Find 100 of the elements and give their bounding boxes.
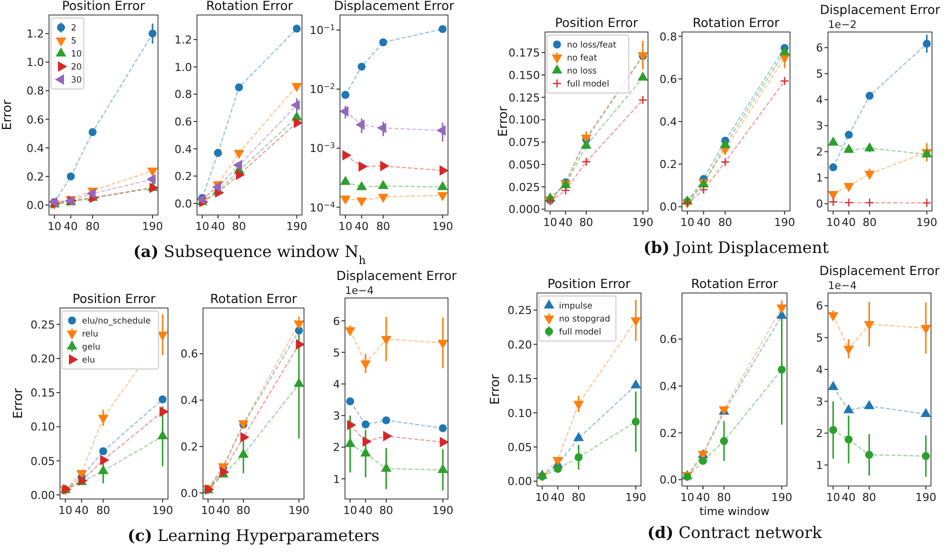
legend-label: 20 bbox=[71, 62, 82, 72]
x-tick-label: 40 bbox=[842, 216, 856, 229]
chart-title: Position Error bbox=[72, 291, 156, 306]
x-tick-label: 190 bbox=[632, 216, 654, 229]
y-tick-label: 1 bbox=[816, 458, 823, 472]
y-tick-label: 3 bbox=[816, 120, 823, 133]
y-tick-label: 0.25 bbox=[30, 318, 55, 332]
x-axis-title: time window bbox=[699, 505, 770, 518]
legend-label: relu bbox=[82, 330, 98, 340]
y-tick-label: 6 bbox=[816, 300, 823, 313]
y-tick-label: 0.075 bbox=[508, 136, 540, 150]
chart-title: Position Error bbox=[62, 0, 146, 13]
x-tick-label: 10 bbox=[543, 216, 558, 229]
x-tick-label: 80 bbox=[579, 216, 594, 229]
x-tick-label: 40 bbox=[74, 504, 89, 517]
y-tick-label: 0.8 bbox=[660, 30, 677, 44]
x-tick-label: 10 bbox=[343, 504, 358, 517]
y-tick-label: 6 bbox=[816, 42, 823, 55]
y-tick-label: 0.6 bbox=[26, 113, 44, 126]
y-tick-label: 0.025 bbox=[508, 180, 540, 194]
y-tick-label: 0.15 bbox=[508, 372, 532, 386]
x-tick-label: 190 bbox=[288, 504, 310, 517]
chart-title: Rotation Error bbox=[692, 15, 780, 30]
y-tick-label: 10$^{−1}$ bbox=[310, 22, 336, 38]
text: (d) Contract network bbox=[647, 523, 822, 542]
legend-label: 10 bbox=[71, 50, 82, 60]
legend-label: no loss bbox=[567, 66, 598, 76]
y-tick-label: 0 bbox=[816, 198, 823, 211]
y-tick-label: 0.10 bbox=[508, 406, 532, 420]
x-tick-label: 10 bbox=[826, 216, 840, 229]
x-tick-label: 190 bbox=[142, 220, 164, 233]
x-tick-label: 80 bbox=[376, 220, 390, 233]
x-tick-label: 80 bbox=[718, 216, 732, 229]
legend-label: no loss/feat bbox=[567, 40, 618, 50]
y-tick-label: 0.4 bbox=[180, 394, 198, 408]
x-tick-label: 10 bbox=[680, 216, 694, 229]
legend-label: elu bbox=[82, 356, 95, 366]
y-tick-label: 0.20 bbox=[508, 338, 532, 352]
x-tick-label: 190 bbox=[625, 491, 646, 504]
x-tick-label: 190 bbox=[916, 216, 938, 229]
chart-title: Position Error bbox=[554, 15, 639, 30]
text: (a) Subsequence window N$_{h}$ bbox=[133, 242, 366, 266]
y-tick-label: 1.0 bbox=[174, 60, 192, 74]
legend-label: no stopgrad bbox=[559, 314, 610, 324]
chart-title: Rotation Error bbox=[206, 0, 294, 13]
y-tick-label: 0.15 bbox=[30, 386, 55, 400]
y-tick-label: 4 bbox=[333, 378, 340, 391]
text: (b) Joint Displacement bbox=[643, 238, 830, 257]
legend-label: impulse bbox=[559, 302, 592, 312]
x-tick-label: 190 bbox=[774, 216, 796, 229]
x-tick-label: 40 bbox=[696, 491, 710, 504]
x-tick-label: 40 bbox=[550, 491, 565, 504]
x-tick-label: 10 bbox=[58, 504, 72, 517]
chart-title: Position Error bbox=[547, 276, 632, 291]
x-tick-label: 80 bbox=[717, 491, 731, 504]
x-tick-label: 10 bbox=[338, 220, 352, 233]
y-tick-label: 0.6 bbox=[174, 115, 192, 128]
y-tick-label: 0.150 bbox=[508, 68, 540, 82]
x-tick-label: 80 bbox=[862, 491, 876, 504]
x-tick-label: 10 bbox=[201, 504, 216, 517]
y-tick-label: 6 bbox=[333, 314, 340, 328]
x-tick-label: 40 bbox=[358, 504, 373, 517]
y-tick-label: 0.6 bbox=[180, 348, 198, 361]
text: 1e−4 bbox=[345, 285, 374, 297]
y-tick-label: 4 bbox=[816, 363, 823, 376]
text: 1e−2 bbox=[828, 19, 857, 31]
y-tick-label: 0.2 bbox=[660, 426, 677, 440]
y-tick-label: 0.0 bbox=[174, 197, 192, 210]
x-tick-label: 10 bbox=[680, 491, 694, 504]
x-tick-label: 190 bbox=[286, 220, 308, 233]
chart-title: Rotation Error bbox=[210, 291, 298, 306]
y-tick-label: 0.2 bbox=[174, 170, 192, 184]
y-tick-label: 0.0 bbox=[180, 486, 198, 500]
chart-title: Displacement Error bbox=[336, 268, 458, 283]
x-tick-label: 40 bbox=[842, 491, 856, 504]
x-tick-label: 40 bbox=[216, 504, 230, 517]
x-tick-label: 10 bbox=[47, 220, 62, 233]
y-tick-label: 0.05 bbox=[508, 440, 532, 454]
y-axis-title: Error bbox=[487, 373, 502, 405]
y-tick-label: 0.0 bbox=[660, 200, 677, 214]
x-tick-label: 80 bbox=[86, 220, 100, 233]
legend-label: 30 bbox=[71, 76, 82, 86]
x-tick-label: 190 bbox=[771, 491, 792, 504]
y-tick-label: 1 bbox=[816, 172, 823, 185]
y-tick-label: 0.0 bbox=[660, 474, 677, 487]
y-tick-label: 0.4 bbox=[174, 142, 192, 156]
x-tick-label: 10 bbox=[195, 220, 210, 233]
y-tick-label: 0.4 bbox=[26, 142, 44, 155]
y-tick-label: 0.100 bbox=[508, 114, 540, 127]
x-tick-label: 190 bbox=[432, 504, 454, 517]
y-tick-label: 0.2 bbox=[180, 440, 198, 454]
legend-label: 5 bbox=[71, 36, 76, 46]
y-tick-label: 0.00 bbox=[30, 488, 55, 502]
y-tick-label: 0.6 bbox=[660, 72, 677, 86]
x-tick-label: 80 bbox=[232, 220, 246, 233]
x-tick-label: 10 bbox=[535, 491, 550, 504]
x-tick-label: 40 bbox=[354, 220, 369, 233]
x-tick-label: 190 bbox=[152, 504, 174, 517]
y-tick-label: 1 bbox=[333, 472, 340, 486]
y-tick-label: 1.2 bbox=[174, 34, 192, 47]
